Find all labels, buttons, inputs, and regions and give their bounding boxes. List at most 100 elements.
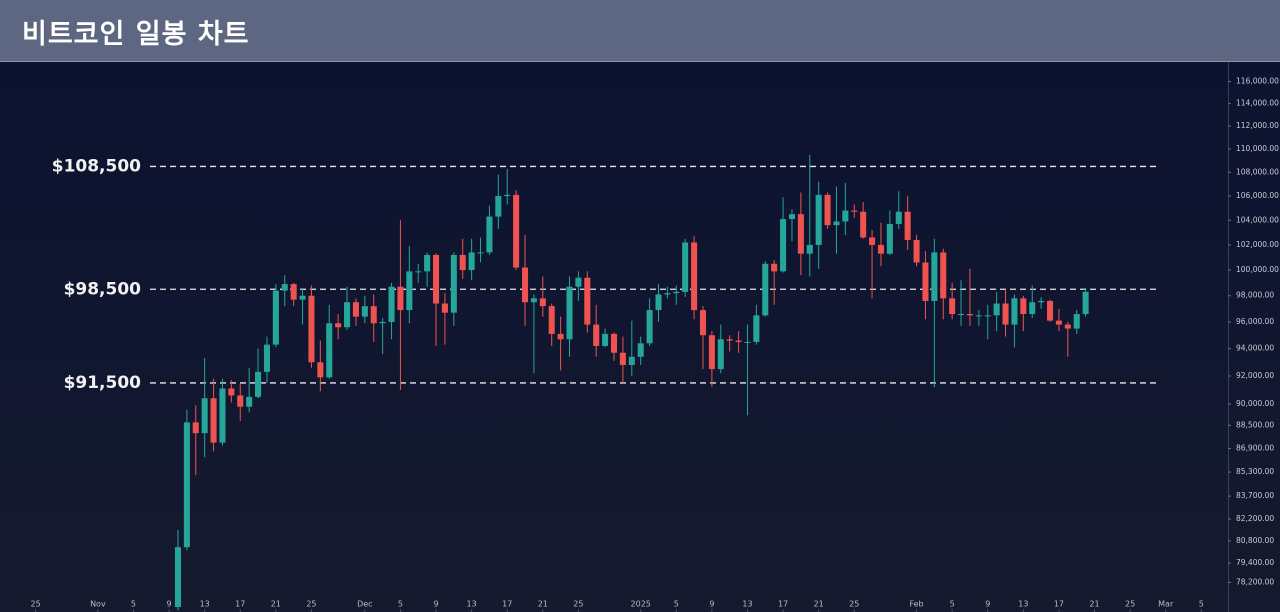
x-tick-label: 21 xyxy=(814,600,824,609)
candle-body xyxy=(593,324,600,346)
candle-body xyxy=(406,271,413,311)
x-tick-label: 5 xyxy=(131,600,136,609)
candle-body xyxy=(646,310,653,344)
candle-body xyxy=(833,221,840,226)
candle-body xyxy=(1011,298,1018,325)
candle-body xyxy=(326,323,333,378)
y-tick-label: 112,000.00 xyxy=(1236,121,1279,130)
x-tick-label: 25 xyxy=(573,600,583,609)
candle-body xyxy=(450,254,457,313)
x-tick-label: Mar xyxy=(1158,600,1174,609)
page-title: 비트코인 일봉 차트 xyxy=(22,19,250,50)
candle-body xyxy=(708,335,715,370)
candle-body xyxy=(219,388,226,443)
y-tick-label: 114,000.00 xyxy=(1236,99,1279,108)
x-tick-label: 13 xyxy=(467,600,477,609)
x-tick-label: 9 xyxy=(985,600,990,609)
y-tick-label: 90,000.00 xyxy=(1236,399,1274,408)
level-label: $98,500 xyxy=(64,279,142,299)
y-tick-label: 80,800.00 xyxy=(1236,536,1274,545)
x-tick-label: 9 xyxy=(709,600,714,609)
candle-body xyxy=(575,277,582,287)
candle-body xyxy=(1055,320,1062,325)
candle-body xyxy=(317,362,324,378)
x-tick-label: 2025 xyxy=(631,600,651,609)
candle-body xyxy=(1029,302,1036,315)
candle-body xyxy=(1082,291,1089,315)
candle-body xyxy=(922,262,929,301)
candle-body xyxy=(566,286,573,340)
candle-body xyxy=(174,547,181,608)
candle-body xyxy=(183,422,190,548)
candle-body xyxy=(1020,298,1027,315)
candle-body xyxy=(486,216,493,253)
candle-body xyxy=(361,306,368,317)
candle-body xyxy=(530,298,537,303)
x-tick-label: 17 xyxy=(502,600,512,609)
y-tick-label: 88,500.00 xyxy=(1236,420,1274,429)
candle-body xyxy=(753,315,760,342)
y-tick-label: 100,000.00 xyxy=(1236,265,1279,274)
candle-body xyxy=(797,214,804,254)
candle-body xyxy=(397,286,404,311)
x-tick-label: 13 xyxy=(1018,600,1028,609)
candle-body xyxy=(664,293,671,295)
y-tick-label: 96,000.00 xyxy=(1236,317,1274,326)
candle-body xyxy=(441,303,448,313)
candle-body xyxy=(735,340,742,342)
candle-body xyxy=(308,295,315,363)
y-tick-label: 106,000.00 xyxy=(1236,191,1279,200)
candle-body xyxy=(869,237,876,245)
candle-body xyxy=(504,194,511,197)
candle-body xyxy=(771,263,778,272)
candle-body xyxy=(246,396,253,407)
candle-body xyxy=(521,267,529,303)
candle-body xyxy=(539,298,546,307)
x-tick-label: 17 xyxy=(1054,600,1064,609)
candle-body xyxy=(424,254,431,272)
y-tick-label: 79,400.00 xyxy=(1236,558,1274,567)
candle-body xyxy=(610,333,618,353)
candle-body xyxy=(780,219,787,272)
x-tick-label: 21 xyxy=(271,600,281,609)
candle-body xyxy=(966,314,973,316)
candle-body xyxy=(815,194,822,245)
x-tick-label: 13 xyxy=(200,600,210,609)
y-tick-label: 116,000.00 xyxy=(1236,77,1279,86)
candle-body xyxy=(557,333,564,340)
candle-body xyxy=(548,306,555,334)
x-tick-label: 25 xyxy=(31,600,41,609)
candle-body xyxy=(459,254,466,271)
y-tick-label: 102,000.00 xyxy=(1236,240,1279,249)
candle-body xyxy=(1073,314,1080,329)
candle-body xyxy=(201,398,208,434)
x-tick-label: 17 xyxy=(235,600,245,609)
header-bar: 비트코인 일봉 차트 xyxy=(0,0,1280,62)
y-tick-label: 94,000.00 xyxy=(1236,344,1274,353)
candle-body xyxy=(958,314,965,316)
candle-body xyxy=(717,339,724,370)
x-tick-label: 17 xyxy=(778,600,788,609)
candle-body xyxy=(584,277,591,325)
y-tick-label: 98,000.00 xyxy=(1236,291,1274,300)
x-tick-label: 13 xyxy=(742,600,752,609)
candle-body xyxy=(655,294,662,311)
x-tick-label: 5 xyxy=(674,600,679,609)
candle-body xyxy=(895,211,902,224)
y-tick-label: 83,700.00 xyxy=(1236,491,1274,500)
candle-body xyxy=(691,242,698,311)
level-label: $108,500 xyxy=(52,156,141,176)
candle-body xyxy=(299,295,306,300)
candle-body xyxy=(886,223,893,254)
y-tick-label: 78,200.00 xyxy=(1236,577,1274,586)
candle-body xyxy=(281,284,288,291)
x-tick-label: 5 xyxy=(1199,600,1204,609)
candle-body xyxy=(682,242,689,292)
candle-body xyxy=(762,263,769,316)
candle-body xyxy=(851,210,858,212)
x-tick-label: 5 xyxy=(398,600,403,609)
candle-body xyxy=(904,211,911,240)
candle-body xyxy=(913,239,920,263)
candle-body xyxy=(788,214,795,220)
